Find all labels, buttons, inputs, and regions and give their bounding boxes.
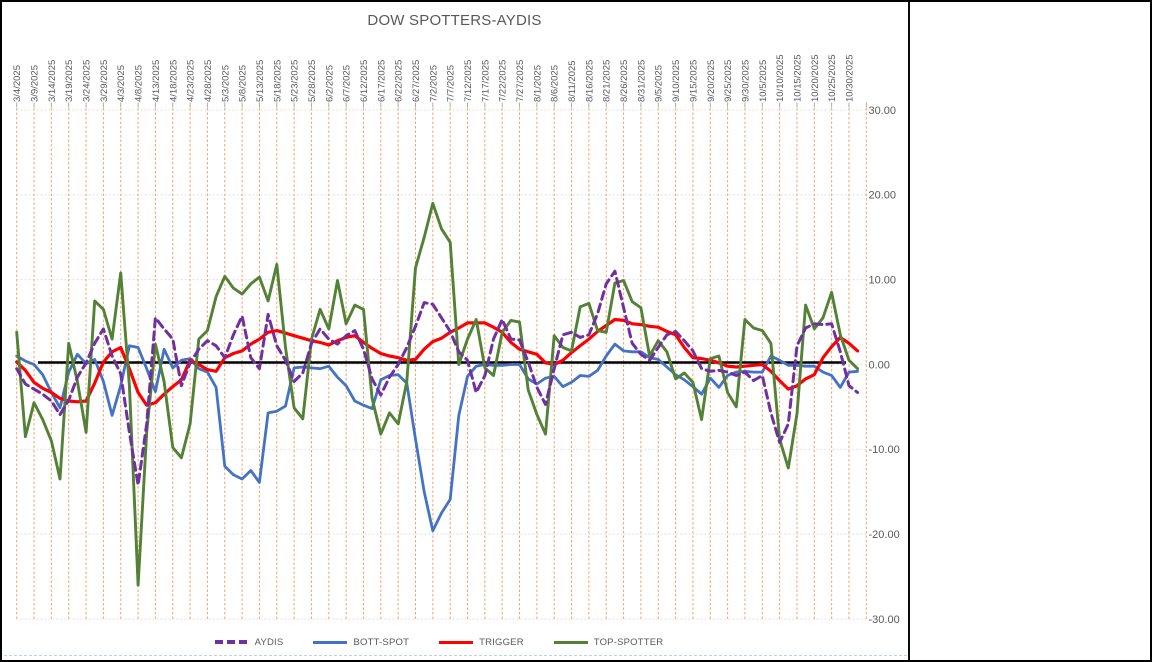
x-axis-tick-label: 10/15/2025 xyxy=(792,54,803,102)
x-axis-tick-label: 7/7/2025 xyxy=(446,65,457,102)
x-axis-tick-label: 4/23/2025 xyxy=(186,60,197,102)
x-axis-tick-label: 5/8/2025 xyxy=(238,65,249,102)
x-axis-tick-label: 3/29/2025 xyxy=(99,60,110,102)
legend-swatch-aydis xyxy=(214,640,249,644)
x-axis-tick-label: 9/30/2025 xyxy=(740,60,751,102)
x-axis-tick-label: 5/18/2025 xyxy=(272,60,283,102)
legend-swatch-trigger xyxy=(439,640,474,644)
legend-label-trigger: TRIGGER xyxy=(479,636,524,648)
legend-item-trigger[interactable]: TRIGGER xyxy=(439,637,524,648)
series-line-aydis[interactable] xyxy=(15,269,860,487)
x-axis-tick-label: 8/1/2025 xyxy=(532,65,543,102)
legend-item-aydis[interactable]: AYDIS xyxy=(214,636,284,648)
y-axis-tick-label: 10.00 xyxy=(869,274,897,286)
x-axis-tick-label: 10/5/2025 xyxy=(758,60,769,102)
x-axis-tick-label: 3/14/2025 xyxy=(47,60,58,102)
y-axis-tick-label: 30.00 xyxy=(869,105,897,117)
x-axis-tick-label: 10/30/2025 xyxy=(844,54,855,102)
x-axis-tick-label: 8/11/2025 xyxy=(567,60,578,102)
x-axis-tick-label: 9/15/2025 xyxy=(688,60,699,102)
x-axis-tick-label: 10/25/2025 xyxy=(827,54,838,102)
x-axis-tick-label: 8/21/2025 xyxy=(602,60,613,102)
x-axis-tick-label: 5/13/2025 xyxy=(255,60,266,102)
legend-label-bott-spot: BOTT-SPOT xyxy=(353,636,410,648)
legend-label-aydis: AYDIS xyxy=(254,636,284,648)
legend-item-top-spotter[interactable]: TOP-SPOTTER xyxy=(553,636,664,648)
y-axis-tick-label: 0.00 xyxy=(869,359,890,371)
series-line-bott-spot[interactable] xyxy=(15,342,859,533)
x-axis-tick-label: 4/18/2025 xyxy=(168,60,179,102)
x-axis-tick-label: 9/5/2025 xyxy=(654,65,665,102)
legend-item-bott-spot[interactable]: BOTT-SPOT xyxy=(313,637,409,648)
legend-swatch-top-spotter xyxy=(553,640,588,644)
x-axis-tick-label: 4/28/2025 xyxy=(203,60,214,102)
chart-legend: AYDIS BOTT-SPOT TRIGGER TOP-SPOTTER xyxy=(16,632,862,652)
legend-swatch-bott-spot xyxy=(313,640,348,644)
y-axis-tick-label: -10.00 xyxy=(869,444,900,456)
x-axis-tick-label: 7/22/2025 xyxy=(498,60,509,102)
x-axis-tick-label: 9/25/2025 xyxy=(723,60,734,102)
x-axis-tick-label: 5/28/2025 xyxy=(307,60,318,102)
x-axis-tick-label: 10/10/2025 xyxy=(775,54,786,102)
x-axis-tick-label: 8/31/2025 xyxy=(636,60,647,102)
x-axis-tick-label: 4/8/2025 xyxy=(134,65,145,102)
x-axis-tick-label: 7/12/2025 xyxy=(463,60,474,102)
legend-label-top-spotter: TOP-SPOTTER xyxy=(593,636,664,648)
x-axis-tick-label: 4/3/2025 xyxy=(116,65,127,102)
series-line-top-spotter[interactable] xyxy=(15,201,860,587)
x-axis-tick-label: 6/12/2025 xyxy=(359,60,370,102)
x-axis-tick-label: 7/2/2025 xyxy=(428,65,439,102)
y-axis-tick-label: -30.00 xyxy=(869,614,900,626)
x-axis-tick-label: 6/7/2025 xyxy=(342,65,353,102)
chart-title[interactable]: DOW SPOTTERS-AYDIS xyxy=(367,12,542,29)
y-axis-tick-label: 20.00 xyxy=(869,190,897,202)
x-axis-tick-label: 3/9/2025 xyxy=(30,65,41,102)
page-break-line xyxy=(4,655,907,656)
x-axis-tick-label: 6/22/2025 xyxy=(394,60,405,102)
x-axis-tick-label: 8/16/2025 xyxy=(584,60,595,102)
y-axis-tick-label: -20.00 xyxy=(869,529,900,541)
x-axis-tick-label: 3/19/2025 xyxy=(64,60,75,102)
x-axis-tick-label: 7/17/2025 xyxy=(480,60,491,102)
x-axis-tick-label: 6/27/2025 xyxy=(411,60,422,102)
x-axis-tick-label: 7/27/2025 xyxy=(515,60,526,102)
x-axis-tick-label: 4/13/2025 xyxy=(151,60,162,102)
x-axis-tick-label: 10/20/2025 xyxy=(810,54,821,102)
x-axis-tick-label: 3/24/2025 xyxy=(82,60,93,102)
x-axis-tick-label: 6/2/2025 xyxy=(324,65,335,102)
x-axis-tick-label: 5/3/2025 xyxy=(220,65,231,102)
x-axis-tick-label: 9/20/2025 xyxy=(706,60,717,102)
series-line-trigger[interactable] xyxy=(15,317,860,407)
x-axis-tick-label: 6/17/2025 xyxy=(376,60,387,102)
window-edge-line xyxy=(908,2,910,660)
x-axis-tick-label: 5/23/2025 xyxy=(290,60,301,102)
x-axis-tick-label: 3/4/2025 xyxy=(12,65,23,102)
x-axis-tick-label: 9/10/2025 xyxy=(671,60,682,102)
x-axis-tick-label: 8/6/2025 xyxy=(550,65,561,102)
x-axis-tick-label: 8/26/2025 xyxy=(619,60,630,102)
